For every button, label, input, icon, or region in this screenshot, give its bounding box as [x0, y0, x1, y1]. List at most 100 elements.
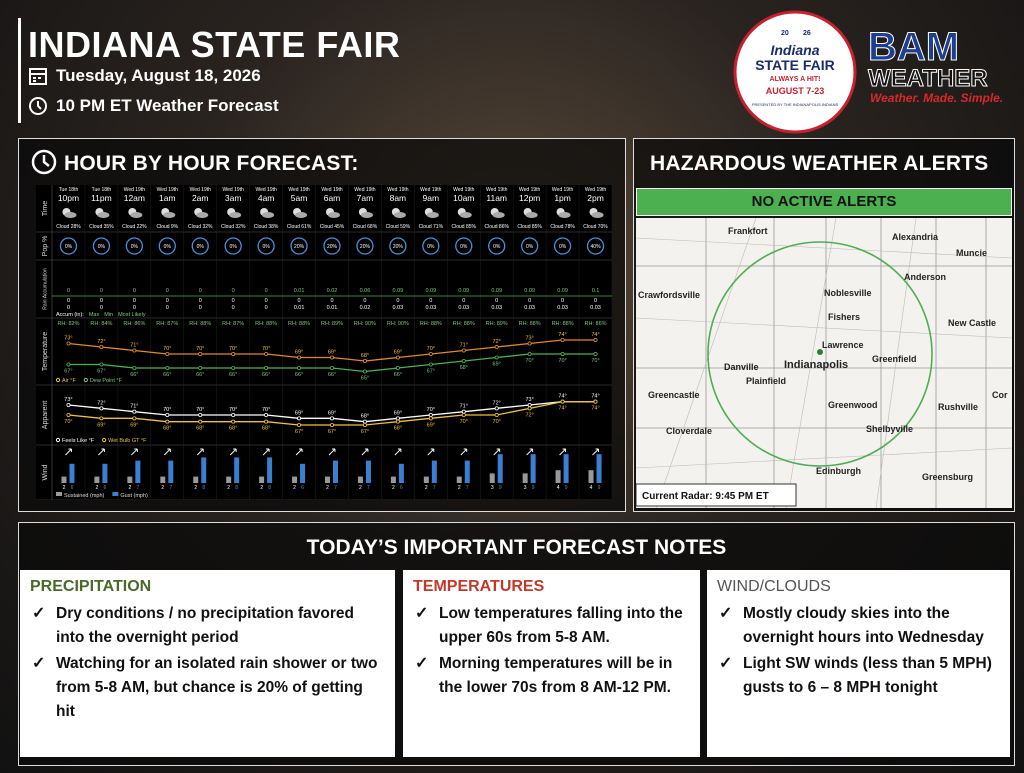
wind-arrow — [394, 448, 402, 456]
fair-logo: 20 26 Indiana STATE FAIR ALWAYS A HIT! A… — [733, 10, 857, 134]
air-label: 70° — [229, 346, 237, 352]
rain-max: 0 — [199, 288, 202, 294]
dew-label: 66° — [262, 372, 270, 378]
logo-text: Weather. Made. Simple. — [870, 91, 1003, 105]
rain-likely: 0.03 — [425, 305, 436, 311]
wind-value: 3 — [524, 485, 527, 491]
city-label: Danville — [724, 362, 759, 372]
rain-min: 0 — [594, 298, 597, 304]
radar-map: Frankfort Alexandria Muncie Anderson Crawfor… — [636, 218, 1012, 508]
wetbulb-point — [593, 399, 598, 404]
legend-label: Wet Bulb GT °F — [108, 438, 147, 444]
air-label: 69° — [328, 350, 336, 356]
pop-label: 20% — [360, 244, 371, 250]
wind-value: 4 — [590, 485, 593, 491]
rain-max: 0.09 — [491, 288, 502, 294]
note-bullet: Morning temperatures will be in the lowe… — [413, 652, 690, 700]
rh-label: RH: 89% — [486, 321, 508, 327]
cloud-label: Cloud 71% — [419, 224, 444, 230]
cloud-label: Cloud 86% — [484, 224, 509, 230]
clock-icon — [31, 149, 57, 175]
air-point — [231, 351, 236, 356]
pop-ring — [257, 237, 275, 255]
wetbulb-point — [99, 416, 104, 421]
date-label: Wed 19th — [453, 187, 475, 193]
dew-point — [99, 362, 104, 367]
legend-label: Feels Like °F — [62, 438, 95, 444]
note-bullet: Low temperatures falling into the upper … — [413, 602, 690, 650]
cloud-label: Cloud 38% — [254, 224, 279, 230]
note-bullet: Mostly cloudy skies into the overnight h… — [717, 602, 1000, 650]
note-heading: WIND/CLOUDS — [717, 578, 831, 595]
wetbulb-label: 74° — [591, 406, 599, 412]
row-label: Pop % — [42, 236, 49, 257]
logo-text: PRESENTED BY THE INDIANAPOLIS INDIANS — [752, 102, 839, 107]
sustained-bar — [259, 476, 265, 483]
rh-label: RH: 88% — [552, 321, 574, 327]
air-point — [297, 355, 302, 360]
cloud-label: Cloud 22% — [122, 224, 147, 230]
wind-arrow — [526, 448, 534, 456]
wind-value: 6 — [104, 485, 107, 491]
wetbulb-point — [362, 422, 367, 427]
rh-label: RH: 82% — [57, 321, 79, 327]
pop-label: 0% — [263, 244, 271, 250]
gust-bar — [431, 460, 437, 483]
weather-icon — [360, 212, 373, 218]
rain-min: 0 — [265, 298, 268, 304]
cloud-label: Cloud 68% — [353, 224, 378, 230]
wind-value: 8 — [268, 485, 271, 491]
sustained-bar — [193, 476, 199, 483]
rain-likely: 0.02 — [360, 305, 371, 311]
cloud-label: Cloud 45% — [320, 224, 345, 230]
pop-label: 20% — [327, 244, 338, 250]
time-label: 12am — [124, 193, 145, 203]
time-label: 11pm — [91, 193, 112, 203]
feels-label: 70° — [229, 407, 237, 413]
wind-arrow — [98, 448, 105, 456]
rain-likely: 0 — [199, 305, 202, 311]
weather-icon — [459, 212, 472, 218]
dew-label: 67° — [64, 369, 72, 375]
sustained-bar — [94, 476, 100, 483]
wetbulb-point — [264, 419, 269, 424]
rain-likely: 0.01 — [294, 305, 305, 311]
wetbulb-label: 67° — [361, 429, 369, 435]
wetbulb-label: 68° — [229, 426, 237, 432]
time-label: 6am — [324, 193, 341, 203]
wetbulb-point — [165, 419, 170, 424]
wetbulb-point — [461, 412, 466, 417]
row-label: Temperature — [42, 332, 49, 371]
feels-point — [297, 416, 302, 421]
time-label: 5am — [291, 193, 308, 203]
air-point — [264, 351, 269, 356]
rain-max: 0.09 — [557, 288, 568, 294]
legend-dot — [55, 437, 61, 443]
sustained-bar — [127, 476, 133, 483]
feels-point — [395, 416, 400, 421]
dew-label: 66° — [229, 372, 237, 378]
air-point — [99, 344, 104, 349]
sustained-bar — [423, 476, 429, 483]
rain-min: 0 — [199, 298, 202, 304]
air-point — [593, 337, 598, 342]
pop-ring — [92, 237, 111, 255]
legend-label: Sustained (mph) — [64, 493, 105, 499]
pop-ring — [356, 237, 374, 255]
city-label: Crawfordsville — [638, 290, 700, 300]
pop-ring — [323, 237, 341, 255]
rain-likely: 0.03 — [590, 305, 601, 311]
dew-label: 69° — [493, 362, 501, 368]
wind-arrow — [460, 448, 468, 456]
dew-point — [395, 365, 400, 370]
sustained-bar — [522, 473, 528, 483]
wetbulb-label: 74° — [558, 406, 566, 412]
wind-value: 2 — [128, 485, 131, 491]
wind-value: 9 — [598, 485, 601, 491]
time-label: 11am — [486, 193, 507, 203]
cloud-label: Cloud 61% — [287, 224, 312, 230]
rh-label: RH: 88% — [189, 321, 211, 327]
gust-bar — [333, 460, 338, 483]
feels-point — [231, 412, 236, 417]
date-label: Wed 19th — [519, 187, 541, 193]
